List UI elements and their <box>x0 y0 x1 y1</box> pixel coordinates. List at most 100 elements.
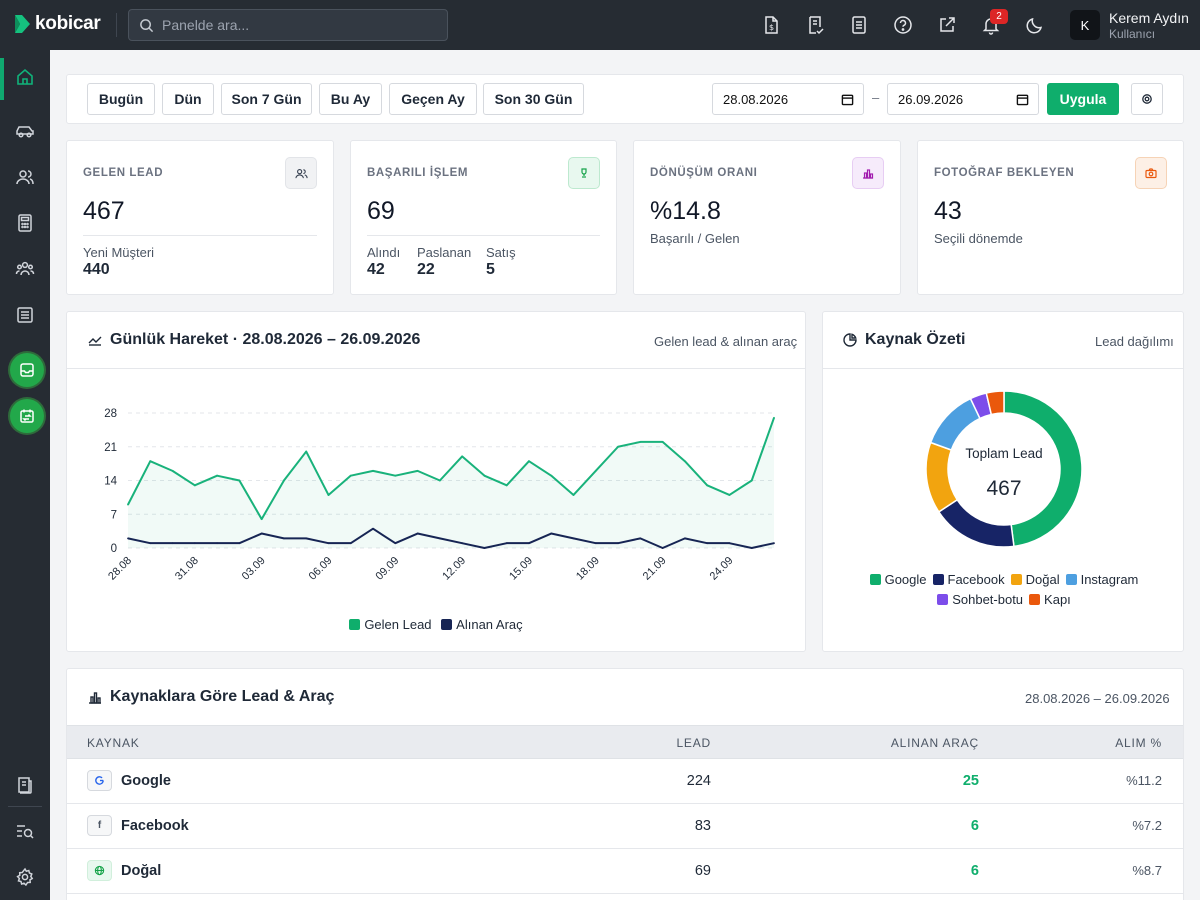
table-row[interactable]: Google 224 25 %11.2 <box>67 759 1183 804</box>
data-point <box>683 537 686 540</box>
range-today-button[interactable]: Bugün <box>87 83 155 115</box>
sidebar-item-home[interactable] <box>0 54 50 100</box>
search-box[interactable] <box>128 9 448 41</box>
series-area <box>128 417 774 548</box>
y-tick-label: 21 <box>104 442 117 454</box>
column-header-cars[interactable]: ALINAN ARAÇ <box>890 736 979 750</box>
table-row[interactable]: Doğal 69 6 %8.7 <box>67 849 1183 894</box>
column-header-rate[interactable]: ALIM % <box>1115 736 1162 750</box>
filter-settings-button[interactable] <box>1131 83 1163 115</box>
data-point <box>438 537 441 540</box>
sidebar-item-search-list[interactable] <box>0 808 50 854</box>
legend-item[interactable]: Sohbet-botu <box>937 590 1023 609</box>
sidebar-item-team[interactable] <box>0 246 50 292</box>
data-point <box>661 441 664 443</box>
x-tick-label: 03.09 <box>240 555 268 583</box>
users-icon <box>285 157 317 189</box>
kpi-sub-value: 22 <box>417 261 435 278</box>
legend-item[interactable]: Instagram <box>1065 570 1138 589</box>
trophy-icon <box>568 157 600 189</box>
calendar-swap-icon <box>20 409 34 423</box>
sidebar-item-list[interactable] <box>0 292 50 338</box>
x-tick-label: 12.09 <box>440 555 468 583</box>
kpi-value: 467 <box>83 197 125 225</box>
legend-swatch <box>1010 574 1022 585</box>
sidebar-item-settings[interactable] <box>0 854 50 900</box>
user-name[interactable]: Kerem Aydın <box>1109 10 1189 26</box>
legend-item[interactable]: Gelen Lead <box>349 617 432 632</box>
x-tick-label: 18.09 <box>574 555 602 583</box>
legend-item[interactable]: Doğal <box>1010 570 1060 589</box>
kpi-divider <box>83 235 317 236</box>
range-last7-button[interactable]: Son 7 Gün <box>221 83 312 115</box>
search-input[interactable] <box>162 17 432 33</box>
data-point <box>149 542 152 545</box>
calendar-icon[interactable] <box>1016 93 1029 106</box>
range-this-month-button[interactable]: Bu Ay <box>319 83 382 115</box>
table-row[interactable]: f Facebook 83 6 %7.2 <box>67 804 1183 849</box>
data-point <box>572 537 575 540</box>
report-icon <box>18 777 32 794</box>
range-last-month-button[interactable]: Geçen Ay <box>389 83 477 115</box>
money-document-icon[interactable]: $ <box>760 14 782 36</box>
start-date-field[interactable]: 28.08.2026 <box>712 83 864 115</box>
legend-label: Kapı <box>1044 592 1071 607</box>
kpi-sub-value: 5 <box>486 261 495 278</box>
legend-item[interactable]: Kapı <box>1029 590 1071 609</box>
x-tick-label: 09.09 <box>373 555 401 583</box>
brand-logo[interactable]: kobicar <box>12 13 101 35</box>
legend-label: Doğal <box>1025 572 1060 587</box>
legend-item[interactable]: Alınan Araç <box>441 617 523 632</box>
calculator-icon <box>18 214 32 232</box>
bar-chart-icon <box>89 691 101 704</box>
sidebar-item-reports[interactable] <box>0 762 50 808</box>
sidebar-item-inbox[interactable] <box>10 353 44 387</box>
legend-item[interactable]: Facebook <box>932 570 1005 589</box>
sidebar-item-calendar-swap[interactable] <box>10 399 44 433</box>
sidebar-item-calculator[interactable] <box>0 200 50 246</box>
column-header-source[interactable]: KAYNAK <box>87 736 140 750</box>
notes-icon[interactable] <box>848 14 870 36</box>
legend-swatch <box>932 574 944 585</box>
data-point <box>305 537 308 540</box>
column-header-lead[interactable]: LEAD <box>676 736 711 750</box>
cell-lead: 69 <box>694 863 711 879</box>
sidebar <box>0 50 50 900</box>
daily-line-chart: 0 7 14 21 28 28.08 31.08 03.09 06.09 09.09 12.09 15… <box>104 408 775 583</box>
legend-swatch <box>1065 574 1077 585</box>
external-link-icon[interactable] <box>936 14 958 36</box>
daily-chart-legend: Gelen Lead Alınan Araç <box>67 617 805 633</box>
kpi-value: %14.8 <box>650 197 721 225</box>
end-date-value: 26.09.2026 <box>898 91 964 107</box>
data-point <box>193 484 196 487</box>
apply-button[interactable]: Uygula <box>1047 83 1119 115</box>
end-date-field[interactable]: 26.09.2026 <box>887 83 1039 115</box>
search-icon <box>140 18 154 32</box>
data-point <box>505 484 508 487</box>
data-point <box>349 474 352 477</box>
y-tick-label: 28 <box>104 408 117 420</box>
kpi-label: DÖNÜŞÜM ORANI <box>650 167 758 179</box>
sidebar-item-customers[interactable] <box>0 154 50 200</box>
source-donut-chart <box>925 390 1083 548</box>
sidebar-item-vehicles[interactable] <box>0 108 50 154</box>
kpi-divider <box>367 235 600 236</box>
range-last30-button[interactable]: Son 30 Gün <box>483 83 584 115</box>
x-tick-label: 06.09 <box>307 555 335 583</box>
document-check-icon[interactable] <box>804 14 826 36</box>
help-icon[interactable] <box>892 14 914 36</box>
x-tick-label: 31.08 <box>173 555 201 583</box>
calendar-icon[interactable] <box>841 93 854 106</box>
moon-icon[interactable] <box>1024 14 1046 36</box>
range-yesterday-button[interactable]: Dün <box>162 83 214 115</box>
legend-item[interactable]: Google <box>869 570 927 589</box>
data-point <box>572 494 575 496</box>
home-icon <box>17 68 33 85</box>
legend-swatch <box>441 619 453 630</box>
facebook-icon: f <box>87 815 112 836</box>
data-point <box>639 537 642 540</box>
kpi-label: BAŞARILI İŞLEM <box>367 167 469 179</box>
avatar[interactable]: K <box>1070 10 1100 40</box>
data-point <box>327 494 330 496</box>
data-point <box>750 479 753 482</box>
